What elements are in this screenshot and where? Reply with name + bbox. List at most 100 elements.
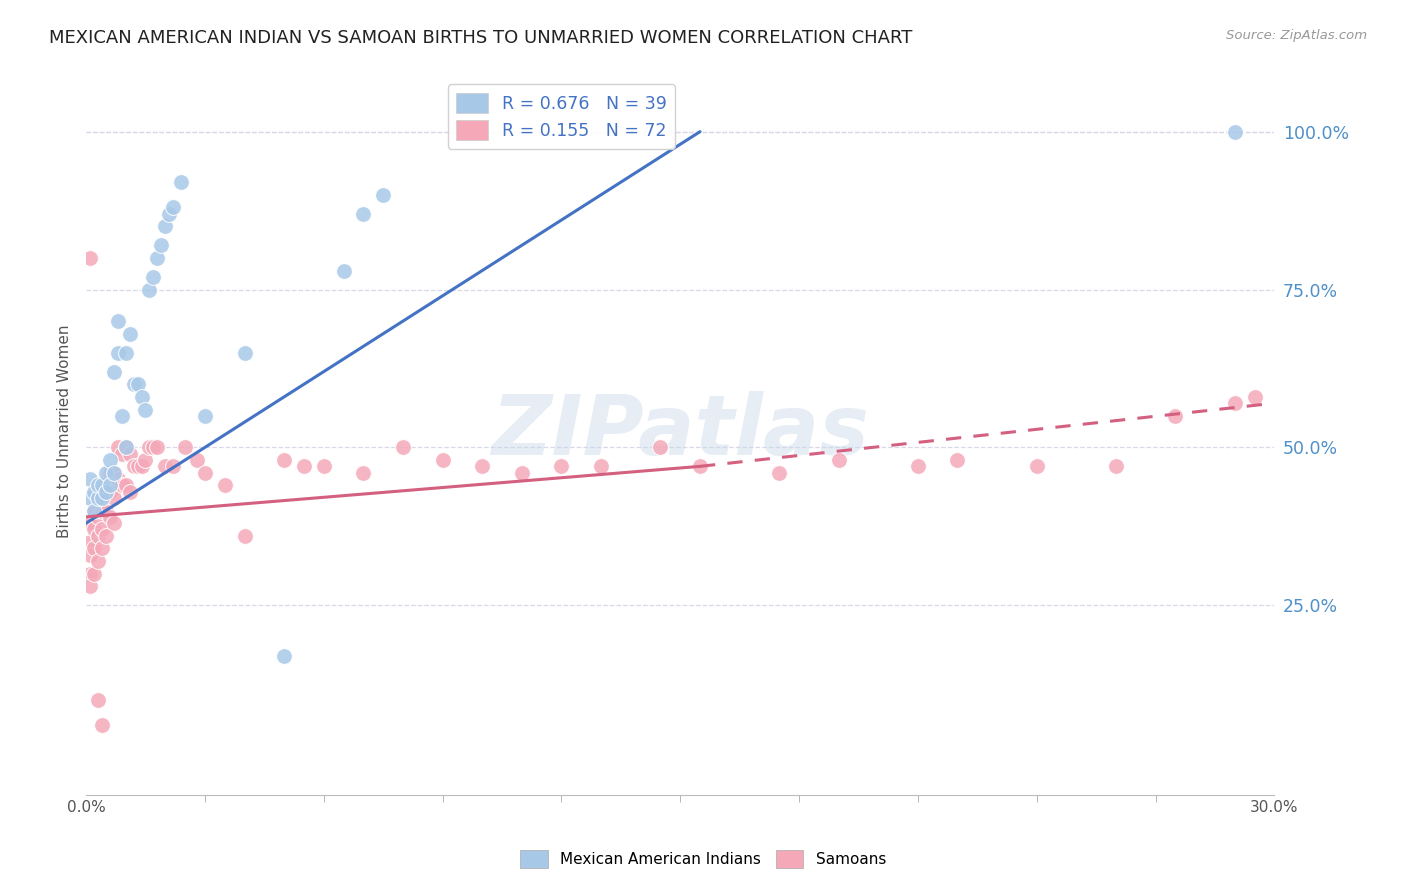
Point [146,441,169,455]
Point [233,529,256,543]
Point [114,441,136,455]
Point [87,554,110,568]
Point [142,441,165,455]
Point [134,402,156,417]
Point [83,484,105,499]
Point [94,529,117,543]
Text: Source: ZipAtlas.com: Source: ZipAtlas.com [1226,29,1367,42]
Point [94,503,117,517]
Point [98,453,121,467]
Point [114,478,136,492]
Point [79,516,101,531]
Point [122,459,145,474]
Point [273,453,295,467]
Point [138,283,160,297]
Point [79,491,101,505]
Point [510,466,533,480]
Point [87,491,110,505]
Point [138,441,160,455]
Point [83,503,105,517]
Point [111,409,134,423]
Point [90,541,112,556]
Point [174,441,197,455]
Point [1223,396,1246,410]
Point [131,459,153,474]
Point [332,263,354,277]
Point [111,447,134,461]
Point [83,566,105,581]
Point [127,377,149,392]
Point [103,516,125,531]
Point [90,491,112,505]
Point [79,566,101,581]
Point [827,453,849,467]
Point [98,484,121,499]
Point [83,523,105,537]
Point [170,175,193,189]
Point [233,345,256,359]
Point [1223,125,1246,139]
Point [1025,459,1047,474]
Point [107,472,129,486]
Point [146,251,169,265]
Point [87,491,110,505]
Point [90,503,112,517]
Point [111,478,134,492]
Point [550,459,572,474]
Point [194,466,217,480]
Point [186,453,208,467]
Point [79,548,101,562]
Point [90,523,112,537]
Point [87,478,110,492]
Point [87,509,110,524]
Point [373,187,395,202]
Point [162,459,184,474]
Point [79,472,101,486]
Point [352,466,374,480]
Legend: Mexican American Indians, Samoans: Mexican American Indians, Samoans [515,844,891,873]
Point [87,693,110,707]
Point [87,529,110,543]
Point [118,447,141,461]
Point [83,541,105,556]
Point [471,459,494,474]
Point [94,484,117,499]
Point [392,441,415,455]
Point [273,648,295,663]
Point [79,535,101,549]
Point [127,459,149,474]
Point [907,459,929,474]
Point [1164,409,1187,423]
Legend: R = 0.676   N = 39, R = 0.155   N = 72: R = 0.676 N = 39, R = 0.155 N = 72 [447,85,675,149]
Point [194,409,217,423]
Point [90,478,112,492]
Point [352,207,374,221]
Point [118,326,141,341]
Point [134,453,156,467]
Point [107,441,129,455]
Point [98,466,121,480]
Point [155,219,177,234]
Point [650,441,672,455]
Point [90,718,112,732]
Text: MEXICAN AMERICAN INDIAN VS SAMOAN BIRTHS TO UNMARRIED WOMEN CORRELATION CHART: MEXICAN AMERICAN INDIAN VS SAMOAN BIRTHS… [49,29,912,46]
Point [90,491,112,505]
Text: ZIPatlas: ZIPatlas [491,391,869,472]
Point [94,484,117,499]
Point [118,484,141,499]
Point [432,453,454,467]
Point [312,459,335,474]
Point [114,441,136,455]
Point [157,207,180,221]
Point [292,459,315,474]
Point [131,390,153,404]
Point [142,269,165,284]
Point [122,377,145,392]
Point [1105,459,1128,474]
Point [103,466,125,480]
Point [768,466,790,480]
Point [103,491,125,505]
Point [103,365,125,379]
Point [107,314,129,328]
Point [107,345,129,359]
